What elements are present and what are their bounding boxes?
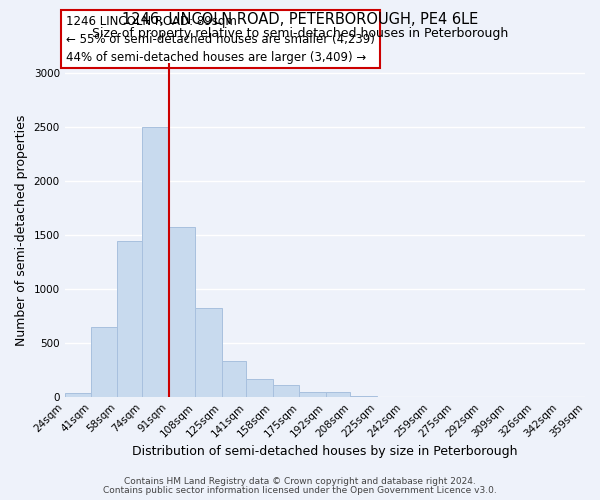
Bar <box>350 396 377 397</box>
Bar <box>247 380 273 397</box>
Bar <box>65 394 91 397</box>
Bar <box>221 360 247 397</box>
Text: Size of property relative to semi-detached houses in Peterborough: Size of property relative to semi-detach… <box>92 28 508 40</box>
Bar <box>326 392 350 397</box>
Bar <box>91 327 118 397</box>
Bar <box>169 226 195 397</box>
X-axis label: Distribution of semi-detached houses by size in Peterborough: Distribution of semi-detached houses by … <box>132 444 518 458</box>
Bar <box>118 240 142 397</box>
Bar <box>377 396 403 397</box>
Bar <box>195 308 221 397</box>
Bar <box>273 385 299 397</box>
Bar <box>142 128 169 397</box>
Text: Contains public sector information licensed under the Open Government Licence v3: Contains public sector information licen… <box>103 486 497 495</box>
Text: 1246, LINCOLN ROAD, PETERBOROUGH, PE4 6LE: 1246, LINCOLN ROAD, PETERBOROUGH, PE4 6L… <box>122 12 478 28</box>
Text: Contains HM Land Registry data © Crown copyright and database right 2024.: Contains HM Land Registry data © Crown c… <box>124 477 476 486</box>
Text: 1246 LINCOLN ROAD: 89sqm
← 55% of semi-detached houses are smaller (4,239)
44% o: 1246 LINCOLN ROAD: 89sqm ← 55% of semi-d… <box>66 14 375 64</box>
Y-axis label: Number of semi-detached properties: Number of semi-detached properties <box>15 114 28 346</box>
Bar <box>299 392 326 397</box>
